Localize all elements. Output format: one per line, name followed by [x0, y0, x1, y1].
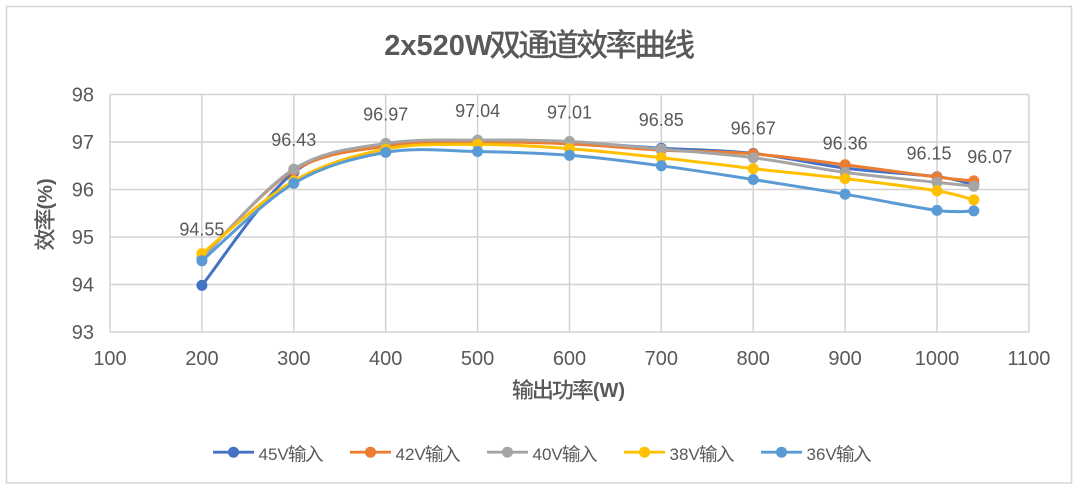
svg-text:96.67: 96.67 [731, 119, 776, 139]
svg-text:(W): (W) [593, 380, 625, 402]
svg-text:600: 600 [553, 348, 586, 370]
svg-text:700: 700 [645, 348, 678, 370]
svg-text:97: 97 [72, 132, 94, 154]
svg-text:1100: 1100 [1007, 348, 1050, 370]
svg-text:93: 93 [72, 322, 94, 344]
svg-text:94: 94 [72, 275, 94, 297]
svg-text:40V: 40V [533, 445, 564, 464]
svg-text:42V: 42V [396, 445, 427, 464]
svg-text:36V: 36V [807, 445, 838, 464]
svg-text:400: 400 [369, 348, 402, 370]
svg-text:94.55: 94.55 [179, 219, 224, 239]
svg-text:96.97: 96.97 [363, 104, 408, 124]
svg-text:800: 800 [737, 348, 770, 370]
svg-text:96.43: 96.43 [271, 130, 316, 150]
svg-text:200: 200 [185, 348, 218, 370]
svg-text:96: 96 [72, 180, 94, 202]
svg-text:2x520W: 2x520W [384, 30, 493, 62]
svg-text:95: 95 [72, 227, 94, 249]
svg-text:300: 300 [277, 348, 310, 370]
svg-text:38V: 38V [670, 445, 701, 464]
svg-text:96.36: 96.36 [823, 133, 868, 153]
svg-text:97.04: 97.04 [455, 101, 500, 121]
svg-text:96.07: 96.07 [967, 147, 1012, 167]
svg-text:900: 900 [828, 348, 861, 370]
svg-text:45V: 45V [259, 445, 290, 464]
svg-text:(%): (%) [35, 178, 57, 209]
svg-text:100: 100 [93, 348, 126, 370]
svg-text:98: 98 [72, 85, 94, 107]
svg-text:97.01: 97.01 [547, 103, 592, 123]
svg-text:500: 500 [461, 348, 494, 370]
svg-text:96.15: 96.15 [906, 143, 951, 163]
svg-text:1000: 1000 [915, 348, 960, 370]
svg-text:96.85: 96.85 [639, 110, 684, 130]
